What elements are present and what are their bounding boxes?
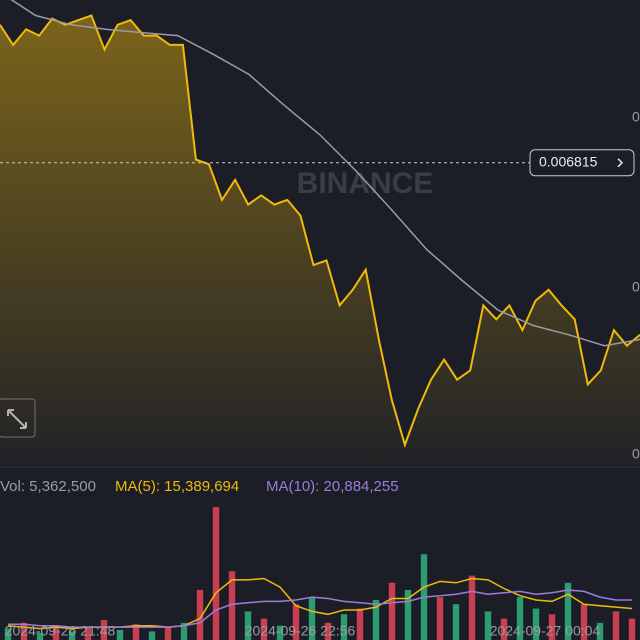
volume-bar — [436, 597, 444, 640]
volume-bar — [164, 627, 172, 640]
volume-bar — [484, 611, 492, 640]
volume-bar — [100, 619, 108, 640]
volume-bar — [516, 597, 524, 640]
volume-bar — [564, 582, 572, 640]
volume-bar — [532, 608, 540, 640]
volume-bar — [612, 611, 620, 640]
volume-bar — [388, 582, 396, 640]
volume-bar — [180, 622, 188, 640]
volume-bar — [212, 507, 220, 640]
volume-bar — [228, 571, 236, 640]
x-tick-label: 2024-09-26 21:48 — [5, 623, 116, 639]
volume-bar — [356, 608, 364, 640]
last-price-tag — [529, 149, 635, 177]
volume-bar — [404, 589, 412, 640]
volume-bar — [548, 614, 556, 640]
volume-bar — [500, 618, 508, 640]
volume-bar — [580, 604, 588, 640]
volume-bar — [468, 575, 476, 640]
y-tick-label: 0 — [632, 109, 640, 125]
volume-bar — [244, 611, 252, 640]
volume-bar — [84, 627, 92, 640]
y-tick-label: 0 — [632, 279, 640, 295]
volume-bar — [116, 629, 124, 640]
volume-bar — [308, 597, 316, 640]
volume-header: Vol: 5,362,500 — [0, 478, 96, 495]
volume-bar — [340, 614, 348, 640]
volume-bar — [148, 631, 156, 640]
x-tick-label: 2024-09-26 22:56 — [245, 623, 356, 639]
volume-ma-line — [8, 589, 632, 628]
volume-bar — [260, 618, 268, 640]
volume-bar — [68, 631, 76, 640]
volume-bar — [324, 622, 332, 640]
volume-bar — [452, 604, 460, 640]
chevron — [617, 158, 624, 168]
volume-bar — [4, 628, 12, 640]
ma-line — [10, 0, 640, 347]
volume-bar — [276, 625, 284, 640]
volume-bar — [372, 599, 380, 640]
volume-bar — [628, 618, 636, 640]
price-area — [0, 15, 640, 465]
volume-bar — [596, 622, 604, 640]
volume-header: MA(10): 20,884,255 — [266, 478, 399, 495]
price-line — [0, 14, 640, 449]
volume-bar — [292, 604, 300, 640]
volume-bar — [20, 622, 28, 640]
volume-bar — [196, 589, 204, 640]
volume-bar — [36, 632, 44, 640]
last-price-label: 0.006815 — [539, 153, 598, 169]
volume-bar — [52, 625, 60, 640]
x-tick-label: 2024-09-27 00:04 — [490, 623, 601, 639]
y-tick-label: 0 — [632, 446, 640, 462]
volume-bar — [132, 624, 140, 640]
volume-header: MA(5): 15,389,694 — [115, 478, 239, 495]
watermark: BINANCE — [297, 167, 434, 200]
